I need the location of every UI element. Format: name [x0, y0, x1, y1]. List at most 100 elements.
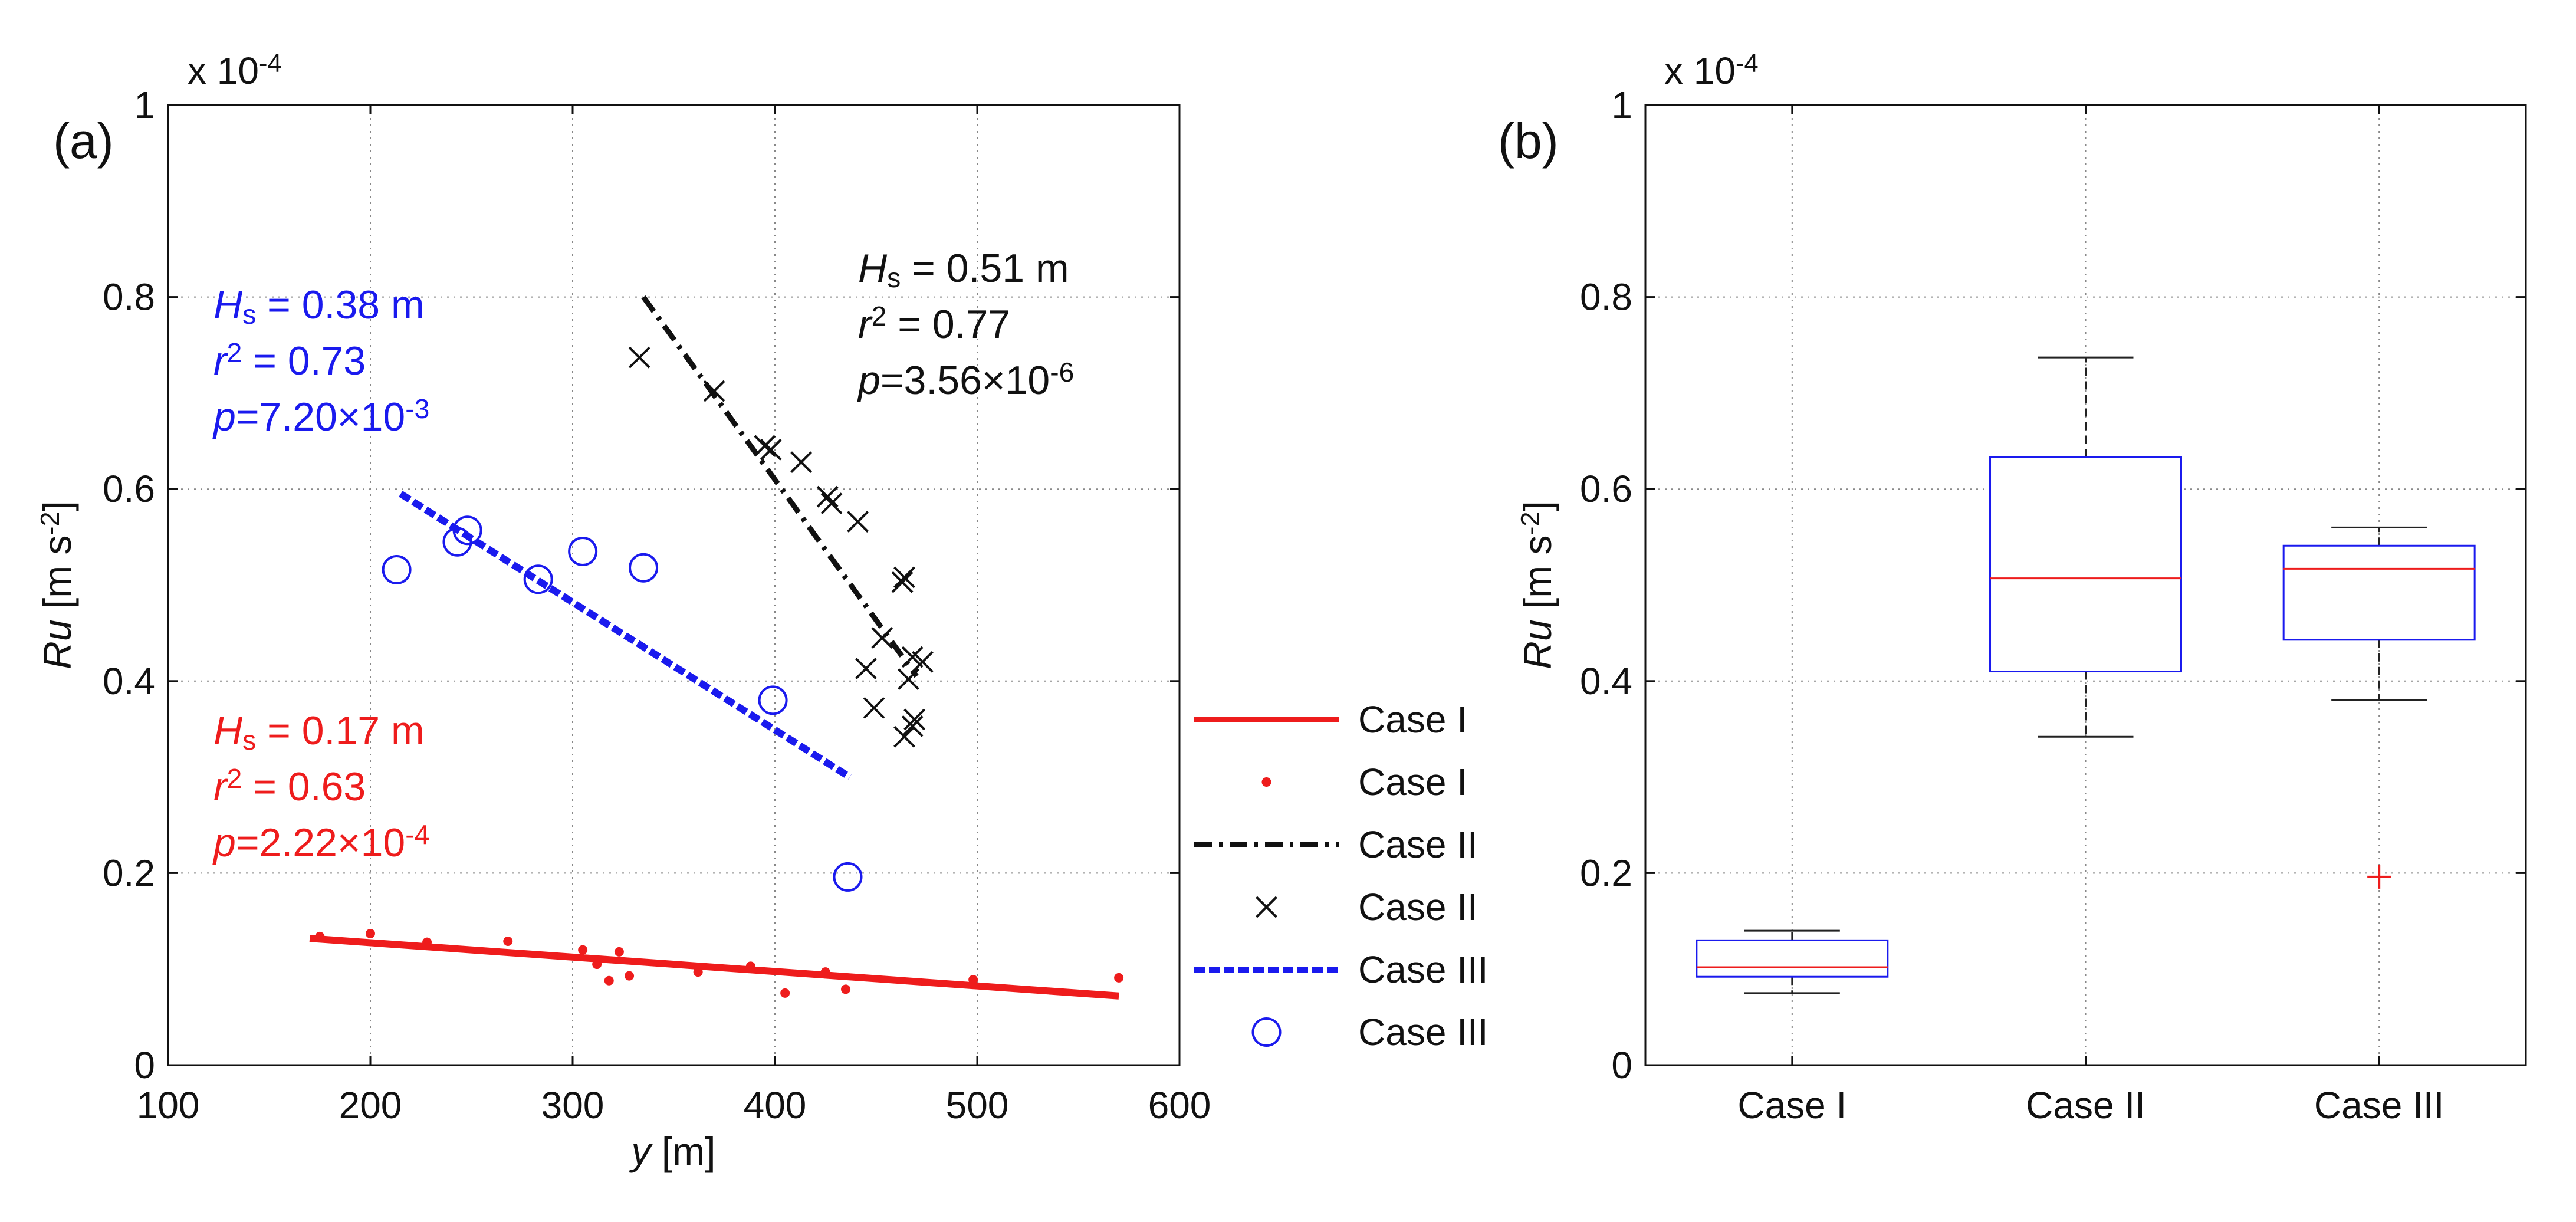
- legend-entry: Case III: [1251, 1011, 1489, 1053]
- case2-point: [855, 658, 877, 680]
- panel-b: 0 0.2 0.4 0.6 0.8 1 Case I Case II Case III x 10-…: [1498, 50, 2527, 1126]
- case2-point: [628, 346, 650, 369]
- case1-point: [745, 961, 755, 971]
- case2-point: [754, 435, 776, 457]
- case2-point: [891, 571, 914, 593]
- case3-point: [452, 515, 482, 546]
- case2-fit-line: [641, 295, 919, 678]
- x-axis-label: y [m]: [629, 1129, 716, 1173]
- case3-annotation-r2-part: r: [213, 339, 228, 383]
- case2-point: [820, 492, 843, 515]
- case2-annotation-r2: r2 = 0.77: [858, 301, 1010, 347]
- y-tick-label: 1: [1611, 84, 1632, 126]
- case1-annotation-p-part: -4: [405, 819, 429, 850]
- case2-point: [901, 715, 924, 737]
- case3-point: [629, 553, 659, 583]
- y-tick-label: 0.8: [103, 276, 155, 318]
- legend-box: [1185, 663, 1533, 1076]
- x-tick-label: 600: [1148, 1084, 1211, 1126]
- y-tick-label: 0.6: [1580, 468, 1632, 510]
- case2-point: [816, 485, 839, 508]
- y-tick-label: 0: [1611, 1044, 1632, 1086]
- x-tick-label: 500: [946, 1084, 1009, 1126]
- x-tick-label: Case I: [1737, 1084, 1846, 1126]
- case3-annotation-r2: r2 = 0.73: [213, 337, 366, 383]
- case2-point: [847, 511, 869, 533]
- case2-point-stroke: [897, 668, 919, 690]
- case1-annotation-r2-part: r: [213, 764, 228, 809]
- scale-factor-part: -4: [259, 50, 282, 78]
- case3-point: [523, 564, 553, 594]
- legend-label: Case I: [1358, 761, 1467, 803]
- y-tick-label: 0.2: [1580, 852, 1632, 894]
- box-body: [1696, 939, 1889, 978]
- case2-annotation-hs-part: H: [858, 246, 888, 291]
- legend: Case I Case I Case II Case II Case III Case I…: [1185, 663, 1533, 1076]
- case2-point-stroke: [628, 346, 650, 369]
- case3-point: [568, 537, 598, 567]
- case2-point-stroke: [871, 627, 893, 649]
- case2-point-stroke: [847, 511, 869, 533]
- case1-point: [841, 984, 851, 994]
- case2-point-stroke: [760, 439, 782, 461]
- case2-annotation-p-part: -6: [1050, 357, 1074, 387]
- y-axis-label: Ru [m s-2]: [1515, 501, 1559, 669]
- case2-annotation-hs-part: s: [887, 262, 901, 293]
- case2-point-stroke: [901, 715, 924, 737]
- y-tick-label: 1: [134, 84, 155, 126]
- case2-point-stroke: [891, 571, 914, 593]
- y-axis-label-part: ]: [35, 501, 79, 511]
- y-tick-label: 0.6: [103, 468, 155, 510]
- case2-point-stroke: [816, 485, 839, 508]
- x-tick-label: 300: [541, 1084, 604, 1126]
- case2-point-stroke: [901, 646, 924, 668]
- box-1: [1696, 929, 1889, 994]
- case2-annotation-r2-part: 2: [872, 301, 887, 331]
- case3-point: [382, 554, 412, 584]
- case1-fit-line: [309, 935, 1119, 1000]
- y-axis-label-part: Ru: [35, 619, 79, 669]
- case3-point: [758, 685, 788, 715]
- case2-point-stroke: [863, 697, 885, 719]
- x-axis-label-part: [m]: [651, 1129, 716, 1173]
- x-axis-label-part: y: [629, 1129, 653, 1173]
- x-tick-label: Case III: [2314, 1084, 2444, 1126]
- box-3: [2282, 526, 2476, 889]
- case1-point: [592, 960, 602, 970]
- y-axis-label-part: [m s: [35, 535, 79, 619]
- box-body: [2282, 544, 2476, 641]
- case3-fit-line: [399, 491, 852, 780]
- scale-factor-part: x 10: [188, 50, 259, 92]
- y-axis-label-part: ]: [1516, 501, 1559, 511]
- case2-point: [790, 451, 813, 474]
- case1-annotation-p-part: p: [212, 820, 236, 865]
- case2-point: [760, 439, 782, 461]
- box-2: [1989, 356, 2182, 738]
- y-tick-label: 0.4: [1580, 660, 1632, 702]
- case3-annotation-p: p=7.20×10-3: [212, 393, 429, 439]
- case2-annotation-hs-part: = 0.51 m: [901, 246, 1069, 291]
- case2-point: [897, 668, 919, 690]
- legend-swatch-circle: [1251, 1017, 1282, 1047]
- x-tick-label: Case II: [2026, 1084, 2145, 1126]
- case3-annotation-hs-part: H: [213, 282, 243, 327]
- y-tick-label: 0.8: [1580, 276, 1632, 318]
- scale-factor: x 10-4: [1664, 50, 1759, 92]
- y-axis-label-part: [m s: [1516, 535, 1559, 619]
- case1-annotation-hs-part: H: [213, 708, 243, 753]
- case1-point: [780, 988, 790, 998]
- legend-entry: Case II: [1256, 886, 1478, 928]
- case2-annotation-p-part: p: [857, 358, 880, 403]
- legend-label: Case II: [1358, 823, 1478, 866]
- case2-point-stroke: [703, 380, 725, 402]
- case1-annotation-r2-part: 2: [227, 763, 242, 794]
- legend-swatch-dot: [1261, 777, 1271, 787]
- case3-annotation-hs-part: = 0.38 m: [256, 282, 424, 327]
- y-tick-label: 0: [134, 1044, 155, 1086]
- y-axis-label-part: Ru: [1516, 619, 1559, 669]
- case2-annotation-r2-part: r: [858, 302, 873, 347]
- case2-point-stroke: [855, 658, 877, 680]
- case1-point: [578, 945, 588, 955]
